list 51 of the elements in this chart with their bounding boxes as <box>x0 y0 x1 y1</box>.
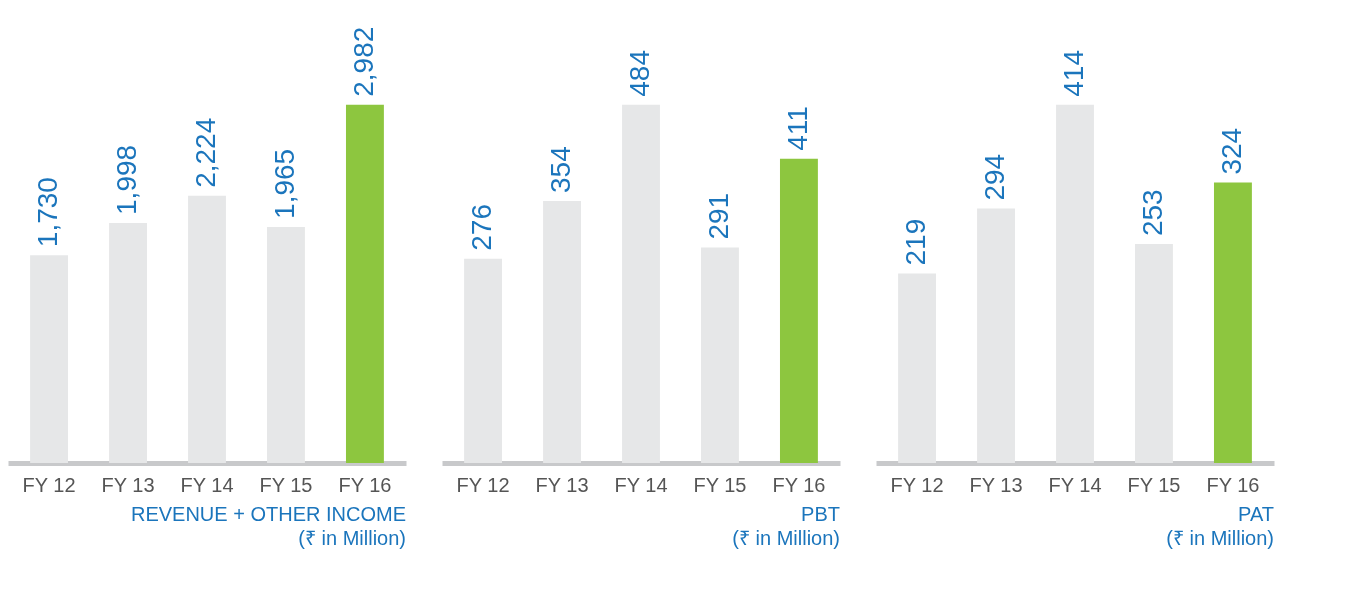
bar <box>1056 104 1094 463</box>
data-label: 294 <box>979 153 1011 201</box>
bar <box>898 273 937 463</box>
data-label: 414 <box>1058 50 1089 97</box>
x-tick-label: FY 12 <box>456 473 510 496</box>
text: REVENUE + OTHER INCOME <box>130 503 406 525</box>
x-tick-label: FY 14 <box>614 473 668 496</box>
bar <box>464 258 503 463</box>
bar <box>779 158 818 463</box>
bar <box>345 104 384 463</box>
data-label: 484 <box>624 50 655 97</box>
bar <box>543 200 581 463</box>
data-label: 291 <box>702 192 734 240</box>
text: PAT <box>1238 503 1274 525</box>
bar <box>1213 182 1252 463</box>
x-tick-label: FY 16 <box>338 473 392 496</box>
x-tick-label: FY 15 <box>693 473 747 496</box>
data-label: 253 <box>1136 189 1168 237</box>
data-label: 219 <box>900 218 932 266</box>
text: (₹ in Million) <box>732 527 840 549</box>
bar <box>622 104 660 463</box>
bar <box>30 255 69 463</box>
data-label: 1,730 <box>32 177 64 248</box>
x-tick-label: FY 16 <box>772 473 826 496</box>
x-tick-label: FY 15 <box>259 473 313 496</box>
data-label: 2,224 <box>190 117 221 188</box>
x-tick-label: FY 12 <box>22 473 76 496</box>
data-label: 324 <box>1215 127 1247 175</box>
data-label: 2,982 <box>347 26 379 97</box>
text: (₹ in Million) <box>1166 527 1274 549</box>
bar <box>977 208 1015 463</box>
x-tick-label: FY 14 <box>180 473 234 496</box>
bar <box>188 195 226 463</box>
x-tick-label: FY 15 <box>1127 473 1181 496</box>
text: PBT <box>801 503 840 525</box>
data-label: 1,998 <box>111 144 143 215</box>
data-label: 354 <box>545 146 577 193</box>
bar <box>267 226 305 463</box>
x-tick-label: FY 12 <box>890 473 944 496</box>
data-label: 411 <box>781 106 813 151</box>
bar <box>109 222 147 463</box>
bar <box>1135 244 1173 463</box>
x-tick-label: FY 13 <box>535 473 589 496</box>
bar <box>701 247 739 463</box>
x-tick-label: FY 13 <box>969 473 1023 496</box>
data-label: 276 <box>466 203 498 251</box>
text: (₹ in Million) <box>298 527 406 549</box>
x-tick-label: FY 13 <box>101 473 155 496</box>
data-label: 1,965 <box>268 148 300 219</box>
x-tick-label: FY 14 <box>1048 473 1102 496</box>
x-tick-label: FY 16 <box>1206 473 1260 496</box>
